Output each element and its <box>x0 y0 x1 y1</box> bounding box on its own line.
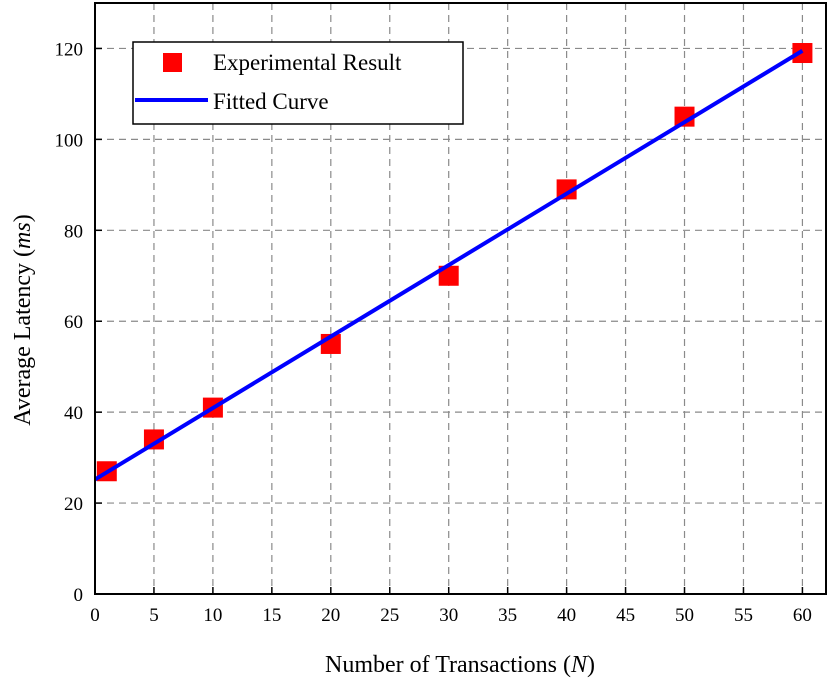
y-axis-label: Average Latency <box>10 263 36 426</box>
plot-frame <box>94 2 827 595</box>
x-tick-label: 35 <box>498 605 517 626</box>
y-axis-unit-close: ) <box>10 214 36 222</box>
y-tick-label: 100 <box>55 130 84 151</box>
x-tick-label: 25 <box>380 605 399 626</box>
y-tick-label: 120 <box>55 39 84 60</box>
y-tick-label: 60 <box>64 312 83 333</box>
x-tick-label: 60 <box>793 605 812 626</box>
svg-text:Average Latency (ms): Average Latency (ms) <box>10 214 36 425</box>
data-point <box>438 265 459 286</box>
legend-label-experimental: Experimental Result <box>213 50 402 75</box>
x-tick-label: 55 <box>734 605 753 626</box>
y-tick-label: 80 <box>64 221 83 242</box>
fitted-curve-line <box>93 49 804 482</box>
y-axis-unit: ms <box>10 222 36 249</box>
x-axis-unit-close: ) <box>587 652 595 678</box>
x-tick-label: 15 <box>262 605 281 626</box>
x-tick-label: 20 <box>321 605 340 626</box>
x-axis-label: Number of Transactions <box>325 652 557 678</box>
x-tick-label: 45 <box>616 605 635 626</box>
x-tick-label: 0 <box>90 605 100 626</box>
y-tick-label: 0 <box>74 585 84 606</box>
y-tick-label: 20 <box>64 494 83 515</box>
x-axis-title: Number of Transactions (N) <box>325 652 595 678</box>
axis-ticks: 0 5 10 15 20 25 30 35 40 45 50 55 60 0 20 40 60 80 100 120 <box>55 39 812 626</box>
legend: Experimental Result Fitted Curve <box>132 41 464 125</box>
x-tick-label: 5 <box>149 605 159 626</box>
legend-label-fitted: Fitted Curve <box>213 89 329 114</box>
y-axis-unit-open: ( <box>10 249 36 263</box>
x-tick-label: 10 <box>203 605 222 626</box>
x-tick-label: 30 <box>439 605 458 626</box>
legend-marker-experimental <box>163 53 182 72</box>
y-tick-label: 40 <box>64 403 83 424</box>
plot-area <box>93 43 813 482</box>
x-axis-unit: N <box>570 652 589 678</box>
data-point <box>674 106 695 127</box>
x-tick-label: 50 <box>675 605 694 626</box>
x-axis-unit-open: ( <box>557 652 571 678</box>
y-axis-title: Average Latency (ms) <box>10 214 36 425</box>
x-tick-label: 40 <box>557 605 576 626</box>
legend-box <box>132 41 464 125</box>
